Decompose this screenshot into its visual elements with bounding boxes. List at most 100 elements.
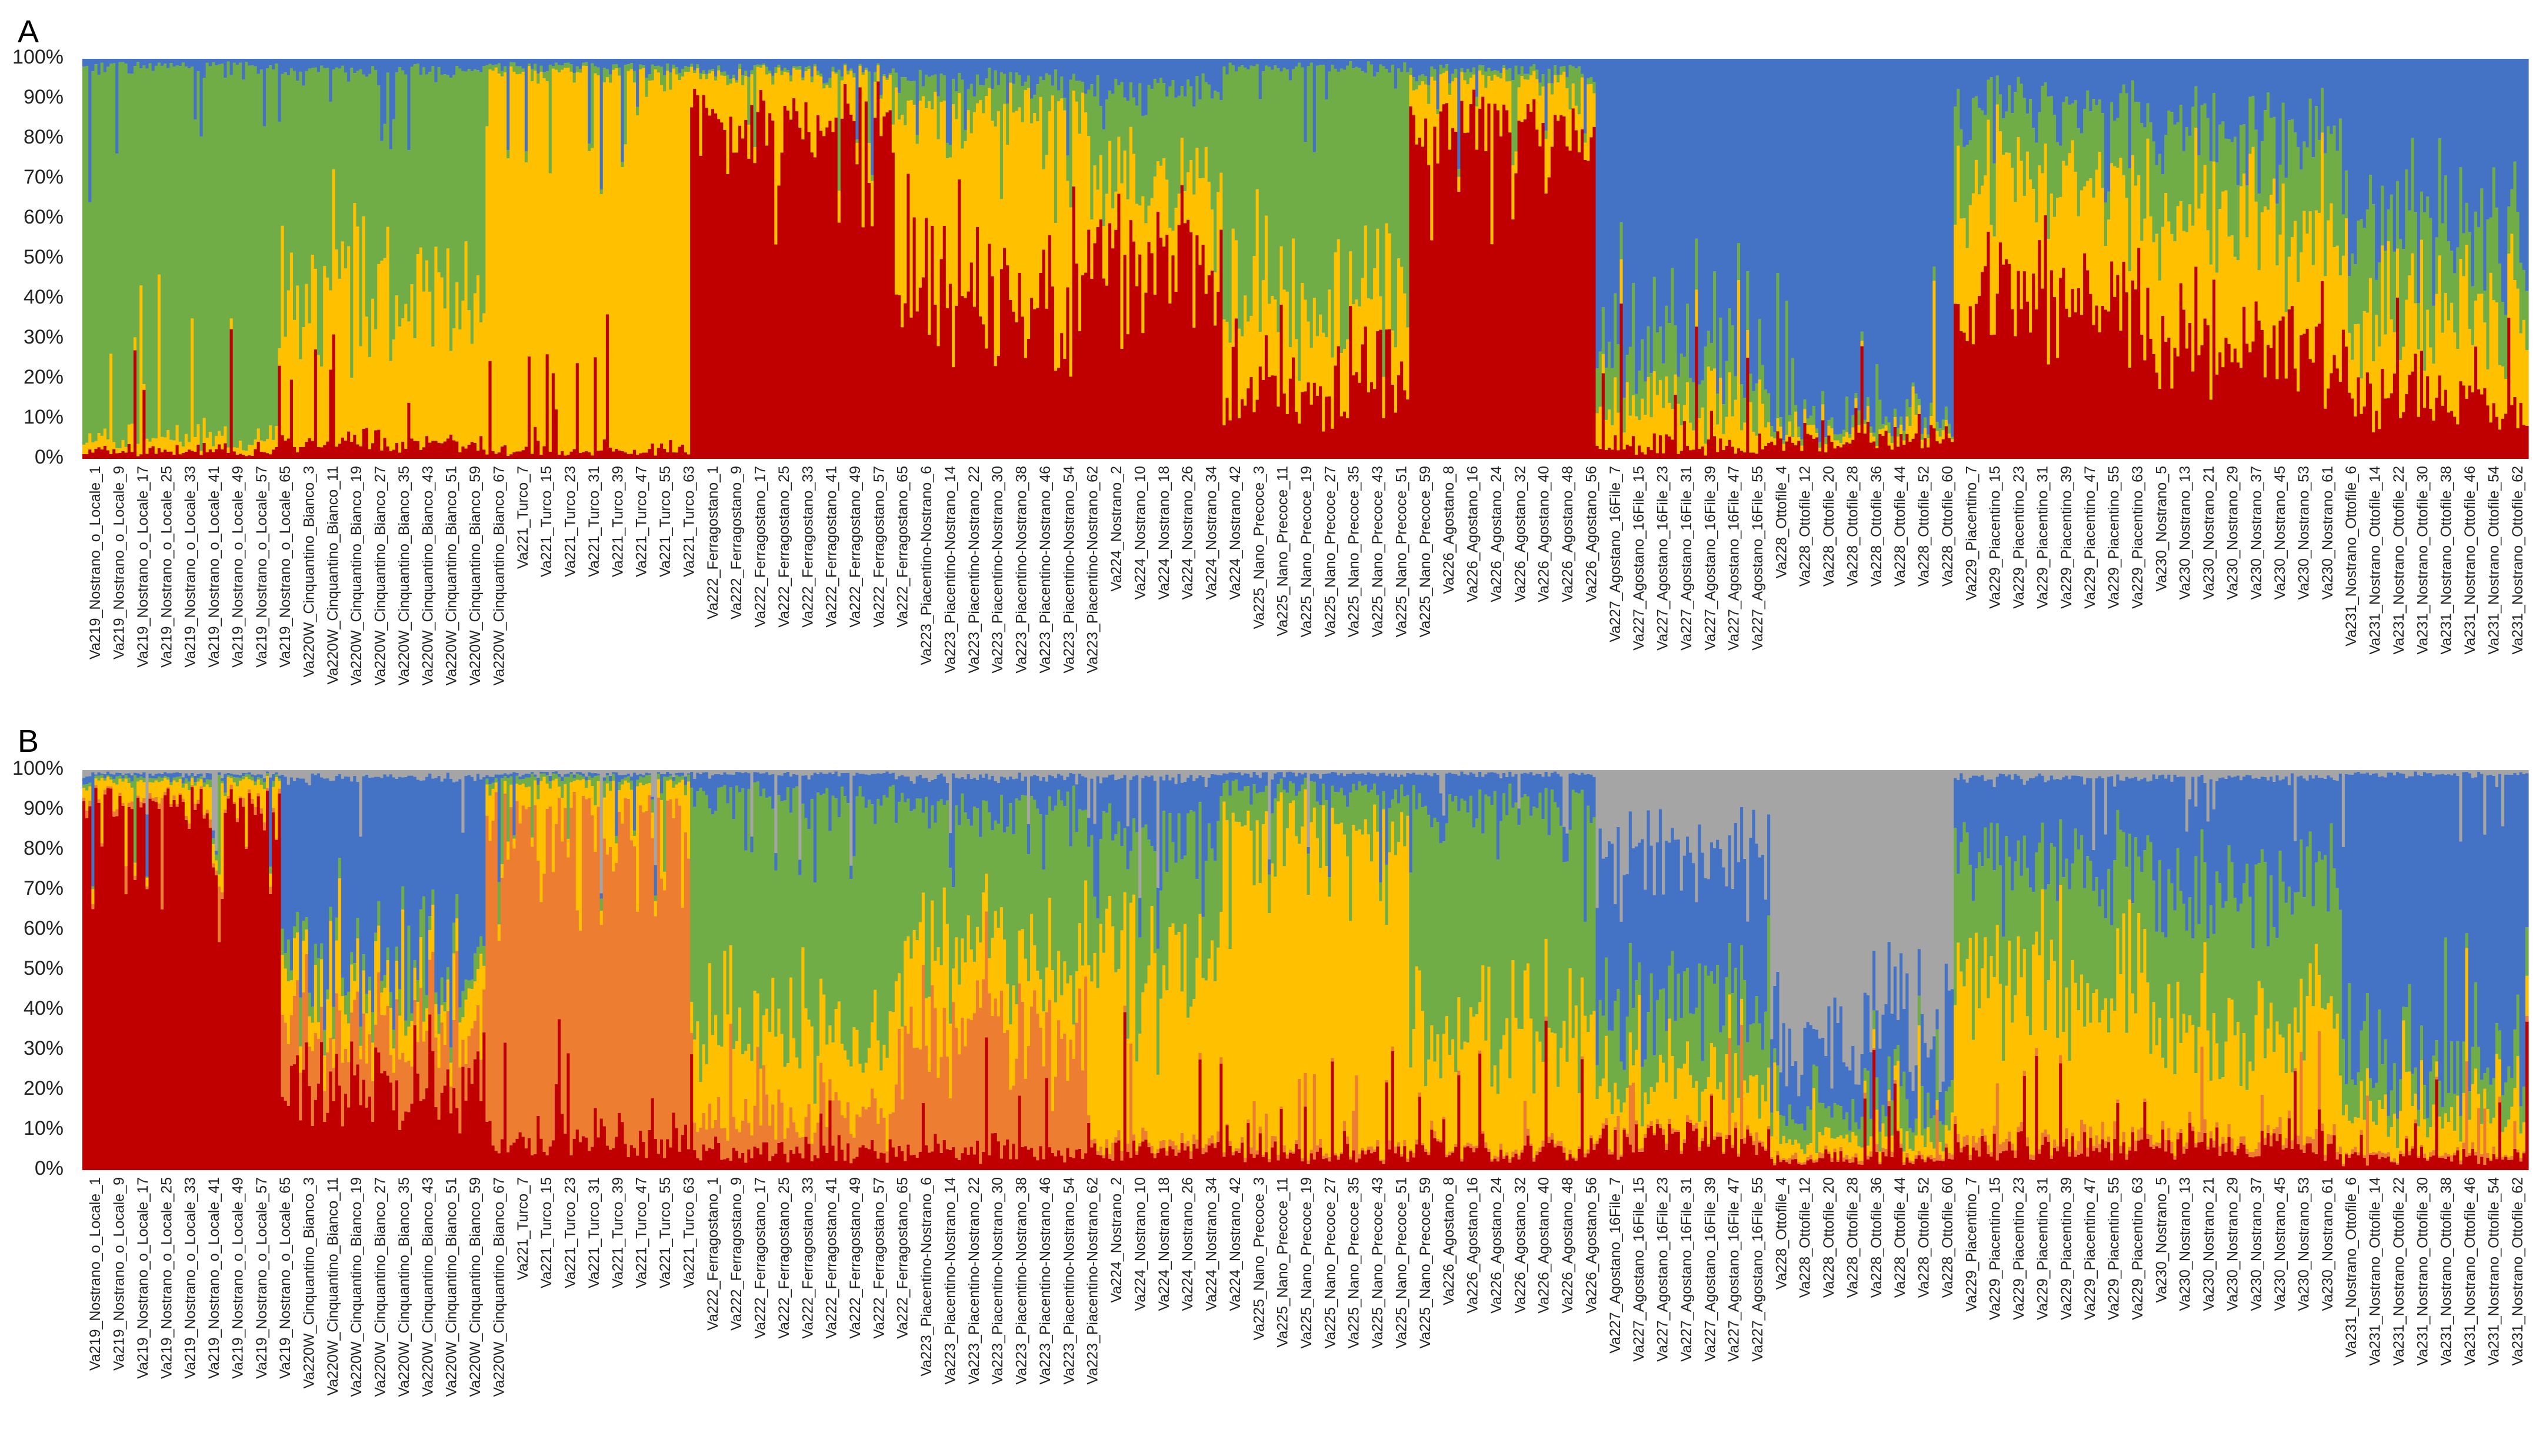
bar-segment-blue — [2086, 59, 2090, 91]
bar-segment-yellow — [1947, 433, 1951, 438]
bar-segment-blue — [377, 59, 381, 85]
bar-segment-yellow — [242, 779, 245, 798]
bar-segment-red — [1093, 243, 1097, 459]
bar-segment-red — [2308, 359, 2312, 459]
bar-segment-orange — [485, 815, 489, 1122]
bar-segment-gray — [711, 770, 715, 775]
bar-segment-green — [1508, 68, 1512, 81]
bar-segment-red — [819, 131, 823, 459]
bar-segment-yellow — [296, 932, 299, 981]
bar-segment-blue — [825, 59, 829, 83]
bar-segment-red — [2203, 318, 2207, 459]
bar-segment-orange — [524, 809, 528, 1149]
bar-segment-blue — [1277, 59, 1281, 69]
bar-segment-red — [259, 452, 264, 459]
bar-segment-gray — [91, 770, 95, 772]
bar-segment-blue — [819, 59, 823, 74]
bar-segment-yellow — [2405, 299, 2409, 394]
bar-segment-red — [2209, 399, 2213, 459]
bar-segment-green — [1595, 368, 1599, 414]
bar-segment-yellow — [1075, 101, 1079, 264]
bar-segment-yellow — [1731, 416, 1735, 447]
bar-segment-gray — [798, 770, 802, 860]
bar-segment-red — [1962, 332, 1967, 459]
bar-segment-green — [626, 64, 631, 71]
bar-segment-green — [1451, 74, 1455, 82]
bar-segment-gray — [443, 770, 447, 779]
bar-segment-orange — [428, 959, 432, 1015]
bar-segment-yellow — [2483, 322, 2487, 388]
bar-segment-red — [1764, 445, 1768, 459]
bar-segment-yellow — [121, 439, 125, 451]
bar-segment-green — [807, 65, 811, 69]
bar-segment-green — [395, 947, 399, 961]
bar-segment-yellow — [2335, 245, 2340, 369]
bar-segment-red — [1120, 348, 1124, 459]
bar-segment-green — [659, 793, 664, 800]
bar-segment-green — [2209, 161, 2213, 265]
bar-segment-blue — [534, 774, 537, 777]
bar-segment-red — [272, 812, 275, 1170]
bar-segment-red — [1180, 185, 1184, 459]
bar-segment-green — [386, 72, 390, 227]
bar-segment-red — [1523, 119, 1527, 459]
bar-segment-red — [115, 453, 119, 459]
bar-segment-orange — [205, 809, 209, 814]
bar-segment-green — [705, 74, 709, 79]
bar-segment-blue — [2357, 59, 2361, 221]
bar-segment-yellow — [443, 308, 447, 442]
bar-segment-blue — [738, 59, 742, 64]
bar-segment-yellow — [395, 295, 399, 444]
bar-segment-orange — [359, 1059, 363, 1105]
bar-segment-orange — [696, 1132, 700, 1158]
bar-segment-yellow — [479, 322, 483, 437]
bar-segment-green — [558, 65, 561, 73]
bar-segment-green — [1571, 66, 1575, 84]
bar-segment-gray — [898, 770, 901, 777]
bar-segment-yellow — [425, 1008, 429, 1031]
bar-segment-blue — [545, 59, 549, 72]
bar-segment-red — [97, 447, 101, 459]
bar-segment-yellow — [753, 147, 757, 164]
bar-segment-green — [1577, 66, 1581, 115]
bar-segment-green — [437, 67, 441, 272]
bar-segment-yellow — [1995, 104, 2000, 294]
bar-segment-blue — [840, 59, 844, 76]
bar-segment-green — [1565, 77, 1569, 88]
bar-segment-yellow — [164, 778, 167, 792]
bar-segment-blue — [521, 59, 525, 69]
bar-segment-red — [482, 1032, 486, 1170]
bar-segment-green — [504, 66, 507, 72]
bar-segment-green — [819, 73, 823, 77]
bar-segment-green — [259, 69, 264, 441]
bar-segment-orange — [928, 1071, 931, 1153]
bar-segment-red — [194, 451, 197, 459]
bar-segment-green — [115, 776, 119, 785]
bar-segment-yellow — [1614, 377, 1617, 436]
bar-segment-yellow — [524, 162, 528, 447]
bar-segment-green — [1851, 415, 1855, 428]
bar-segment-red — [2020, 309, 2024, 459]
bar-segment-blue — [2456, 59, 2460, 248]
bar-segment-red — [1255, 399, 1259, 459]
bar-segment-green — [918, 69, 922, 101]
bar-segment-red — [284, 1100, 288, 1170]
bar-segment-yellow — [124, 447, 128, 453]
bar-segment-green — [2248, 96, 2252, 154]
bar-segment-red — [362, 428, 366, 459]
bar-segment-yellow — [1117, 136, 1121, 194]
bar-segment-yellow — [2354, 324, 2358, 417]
bar-segment-blue — [1857, 59, 1861, 411]
bar-segment-red — [1304, 391, 1308, 459]
bar-segment-yellow — [2390, 319, 2394, 394]
bar-segment-red — [1580, 129, 1584, 459]
bar-segment-blue — [948, 833, 952, 868]
bar-segment-red — [1514, 173, 1518, 459]
bar-segment-blue — [639, 59, 642, 65]
bar-segment-gray — [281, 770, 285, 775]
bar-segment-green — [470, 979, 474, 989]
bar-segment-gray — [365, 770, 369, 775]
bar-segment-blue — [632, 772, 636, 831]
bar-segment-green — [1770, 426, 1774, 437]
panel-label-a: A — [18, 14, 39, 49]
